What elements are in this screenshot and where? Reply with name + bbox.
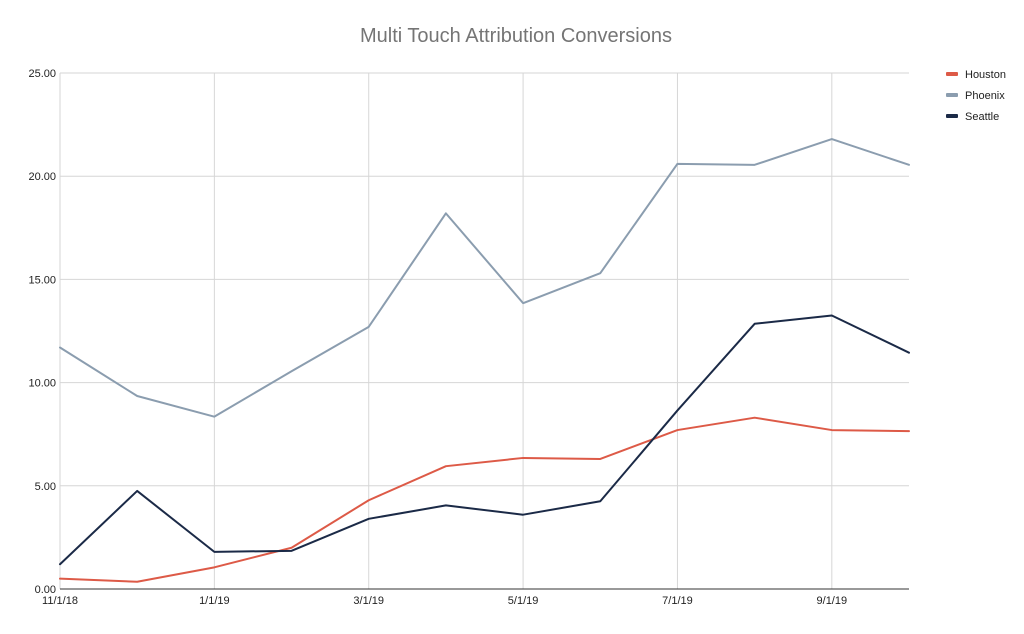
legend: Houston Phoenix Seattle bbox=[946, 69, 1006, 123]
x-tick-label: 3/1/19 bbox=[353, 595, 384, 607]
legend-swatch-houston bbox=[946, 72, 958, 76]
chart-title: Multi Touch Attribution Conversions bbox=[360, 25, 672, 47]
x-tick-label: 7/1/19 bbox=[662, 595, 693, 607]
legend-label-seattle: Seattle bbox=[965, 111, 999, 123]
x-tick-label: 11/1/18 bbox=[42, 595, 78, 607]
series-line-phoenix bbox=[59, 138, 910, 418]
legend-label-houston: Houston bbox=[965, 69, 1006, 81]
y-tick-label: 25.00 bbox=[28, 68, 56, 80]
series-line-seattle bbox=[59, 314, 910, 566]
x-tick-label: 5/1/19 bbox=[508, 595, 539, 607]
legend-swatch-phoenix bbox=[946, 93, 958, 97]
y-tick-label: 20.00 bbox=[28, 171, 56, 183]
x-tick-label: 9/1/19 bbox=[817, 595, 848, 607]
y-tick-label: 15.00 bbox=[28, 274, 56, 286]
gridlines bbox=[59, 72, 909, 589]
legend-swatch-seattle bbox=[946, 114, 958, 118]
x-tick-label: 1/1/19 bbox=[199, 595, 230, 607]
series-lines bbox=[59, 138, 910, 583]
y-tick-label: 5.00 bbox=[35, 481, 56, 493]
axes: 0.00 5.00 10.00 15.00 20.00 25.00 11/1/18 1/1/1… bbox=[28, 68, 909, 607]
y-tick-label: 10.00 bbox=[28, 378, 56, 390]
series-line-houston bbox=[59, 416, 910, 583]
legend-label-phoenix: Phoenix bbox=[965, 90, 1005, 102]
y-tick-label: 0.00 bbox=[35, 584, 56, 596]
